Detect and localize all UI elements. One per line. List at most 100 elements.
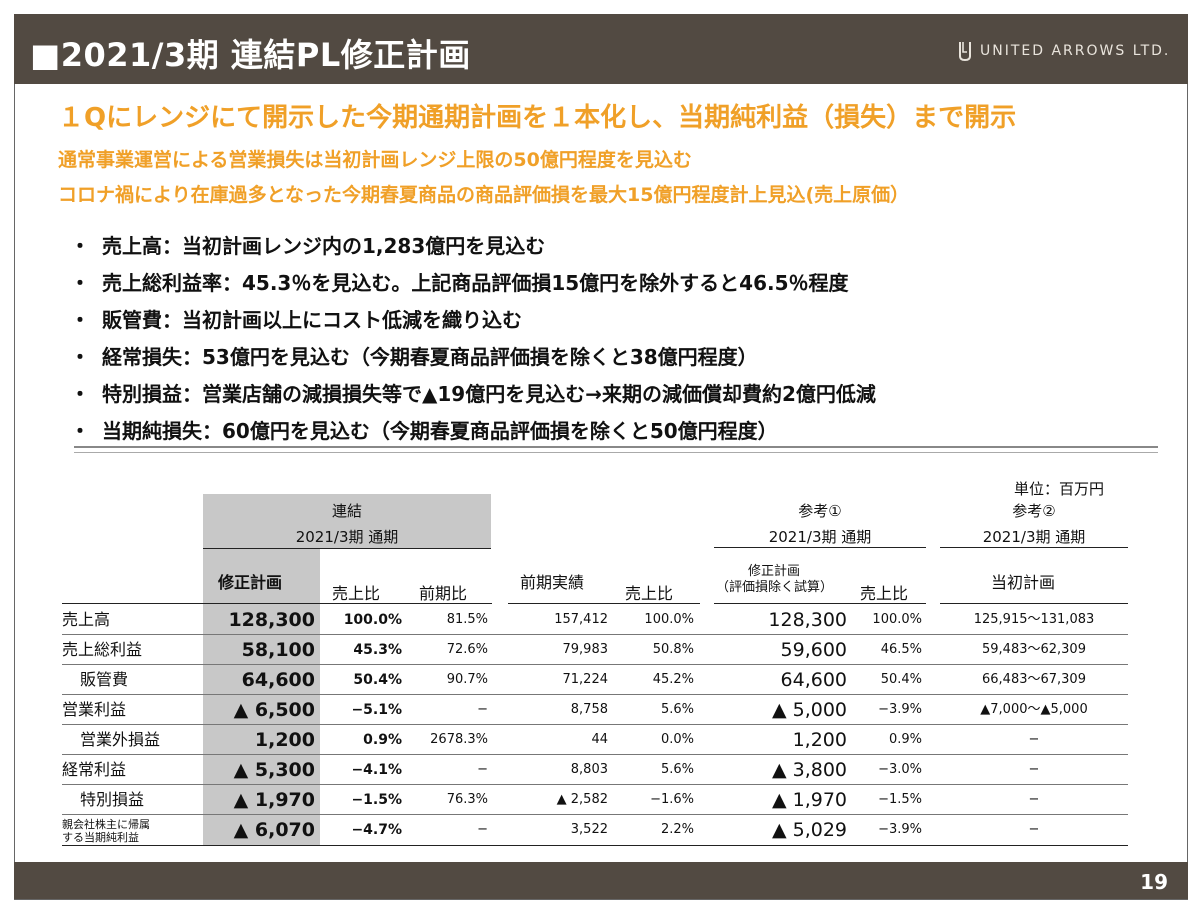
cell-revised: 128,300 <box>228 609 315 631</box>
cell-prev: 79,983 <box>562 642 609 657</box>
bullet-mark: ・ <box>70 419 90 443</box>
table-row-sga: 販管費 64,600 50.4% 90.7% 71,224 45.2% 64,6… <box>62 666 1142 694</box>
row-label: 売上総利益 <box>62 640 143 659</box>
cell-ratio: 45.3% <box>353 642 402 658</box>
col-prev-actual: 前期実績 <box>520 573 585 592</box>
bullet-text-net-loss: 当期純損失：60億円を見込む（今期春夏商品評価損を除くと50億円程度） <box>102 419 778 443</box>
cell-revised: 58,100 <box>241 639 315 661</box>
ref2-header-rule <box>940 547 1128 548</box>
group-header-rule <box>203 548 491 549</box>
cell-ref2: − <box>1028 732 1040 747</box>
bullet-mark: ・ <box>70 345 90 369</box>
cell-revised: 64,600 <box>241 669 315 691</box>
group-title-consolidated: 連結 <box>331 502 362 520</box>
row-label: 特別損益 <box>80 790 145 809</box>
col-yoy: 前期比 <box>419 584 468 603</box>
bullet-list: ・売上高：当初計画レンジ内の1,283億円を見込む ・売上総利益率：45.3％を… <box>70 226 876 448</box>
cell-ratio: −1.5% <box>351 792 402 808</box>
ref1-header-rule <box>714 547 926 548</box>
cell-ref1: ▲ 3,800 <box>771 759 847 781</box>
cell-prev-ratio: 100.0% <box>644 612 694 627</box>
col-ref1-plan-note: （評価損除く試算） <box>716 580 834 595</box>
cell-ref2: − <box>1028 822 1040 837</box>
bullet-item: ・売上高：当初計画レンジ内の1,283億円を見込む <box>70 226 876 263</box>
cell-yoy: 2678.3% <box>430 732 488 747</box>
header-rule-ref1 <box>714 603 926 604</box>
cell-ref1: 1,200 <box>792 729 847 751</box>
footer-bar <box>14 862 1188 899</box>
table-row-non-operating: 営業外損益 1,200 0.9% 2678.3% 44 0.0% 1,200 0… <box>62 726 1142 754</box>
bullet-item: ・経常損失：53億円を見込む（今期春夏商品評価損を除くと38億円程度） <box>70 337 876 374</box>
cell-ref1: 59,600 <box>780 639 847 661</box>
cell-prev-ratio: 5.6% <box>660 702 694 717</box>
cell-ref1-ratio: 46.5% <box>880 642 922 657</box>
cell-ratio: −4.1% <box>351 762 402 778</box>
cell-prev-ratio: −1.6% <box>650 792 694 807</box>
row-label: 売上高 <box>62 610 111 629</box>
cell-ref2: 59,483～62,309 <box>982 642 1086 657</box>
cell-ref2: 66,483～67,309 <box>982 672 1086 687</box>
cell-revised: 1,200 <box>254 729 315 751</box>
group-period-ref1: 2021/3期 通期 <box>768 528 872 546</box>
bullet-text-sga: 販管費：当初計画以上にコスト低減を織り込む <box>102 308 522 332</box>
company-logo: UNITED ARROWS LTD. <box>958 40 1170 62</box>
table-bottom-rule <box>62 845 1128 846</box>
cell-yoy: 90.7% <box>446 672 488 687</box>
arrow-logo-icon <box>959 42 971 62</box>
cell-yoy: 72.6% <box>446 642 488 657</box>
cell-yoy: 81.5% <box>446 612 488 627</box>
cell-ref2: − <box>1028 792 1040 807</box>
table-row-gross-profit: 売上総利益 58,100 45.3% 72.6% 79,983 50.8% 59… <box>62 636 1142 664</box>
row-rule <box>62 784 1128 785</box>
headline: １Qにレンジにて開示した今期通期計画を１本化し、当期純利益（損失）まで開示 <box>58 103 1017 133</box>
bullet-text-sales: 売上高：当初計画レンジ内の1,283億円を見込む <box>102 234 546 258</box>
cell-prev-ratio: 0.0% <box>660 732 694 747</box>
cell-prev-ratio: 2.2% <box>660 822 694 837</box>
section-divider <box>74 446 1158 453</box>
cell-ref1-ratio: 50.4% <box>880 672 922 687</box>
row-rule <box>62 754 1128 755</box>
bullet-mark: ・ <box>70 382 90 406</box>
unit-label: 単位：百万円 <box>1014 480 1105 498</box>
header-rule-mid <box>508 603 700 604</box>
cell-ref1-ratio: −3.9% <box>878 702 922 717</box>
cell-ref2: 125,915～131,083 <box>973 612 1095 627</box>
cell-ref1-ratio: −1.5% <box>878 792 922 807</box>
row-label: 営業外損益 <box>80 730 161 749</box>
row-rule <box>62 664 1128 665</box>
group-period-consolidated: 2021/3期 通期 <box>295 528 399 546</box>
row-label-line1: 親会社株主に帰属 <box>62 818 150 831</box>
col-ref1-sales-ratio: 売上比 <box>860 584 909 603</box>
row-label: 親会社株主に帰属 する当期純利益 <box>62 818 150 844</box>
cell-prev-ratio: 5.6% <box>660 762 694 777</box>
cell-prev: ▲ 2,582 <box>556 792 608 807</box>
row-label: 販管費 <box>80 670 129 689</box>
bullet-item: ・売上総利益率：45.3％を見込む。上記商品評価損15億円を除外すると46.5％… <box>70 263 876 300</box>
cell-prev: 157,412 <box>554 612 608 627</box>
bullet-item: ・販管費：当初計画以上にコスト低減を織り込む <box>70 300 876 337</box>
bullet-text-extraordinary: 特別損益：営業店舗の減損損失等で▲19億円を見込む→来期の減価償却費約2億円低減 <box>102 382 876 406</box>
cell-revised: ▲ 6,500 <box>233 699 315 721</box>
cell-yoy: − <box>477 762 488 777</box>
table-row-ordinary-income: 経常利益 ▲ 5,300 −4.1% − 8,803 5.6% ▲ 3,800 … <box>62 756 1142 784</box>
bullet-item: ・当期純損失：60億円を見込む（今期春夏商品評価損を除くと50億円程度） <box>70 411 876 448</box>
table-row-sales: 売上高 128,300 100.0% 81.5% 157,412 100.0% … <box>62 606 1142 634</box>
cell-prev-ratio: 45.2% <box>652 672 694 687</box>
cell-yoy: − <box>477 822 488 837</box>
cell-ref1-ratio: −3.9% <box>878 822 922 837</box>
cell-ref1-ratio: −3.0% <box>878 762 922 777</box>
cell-ref1: ▲ 5,029 <box>771 819 847 841</box>
col-ref2-initial-plan: 当初計画 <box>991 573 1056 592</box>
cell-yoy: − <box>477 702 488 717</box>
cell-ratio: −4.7% <box>351 822 402 838</box>
row-label: 経常利益 <box>62 760 127 779</box>
cell-ref1: ▲ 5,000 <box>771 699 847 721</box>
page-number: 19 <box>1140 870 1168 894</box>
cell-prev: 3,522 <box>570 822 608 837</box>
bullet-item: ・特別損益：営業店舗の減損損失等で▲19億円を見込む→来期の減価償却費約2億円低… <box>70 374 876 411</box>
title-bar <box>14 14 1188 84</box>
cell-ratio: 0.9% <box>363 732 402 748</box>
cell-prev: 71,224 <box>562 672 609 687</box>
subline-inventory-writedown: コロナ禍により在庫過多となった今期春夏商品の商品評価損を最大15億円程度計上見込… <box>58 184 910 206</box>
row-rule <box>62 814 1128 815</box>
